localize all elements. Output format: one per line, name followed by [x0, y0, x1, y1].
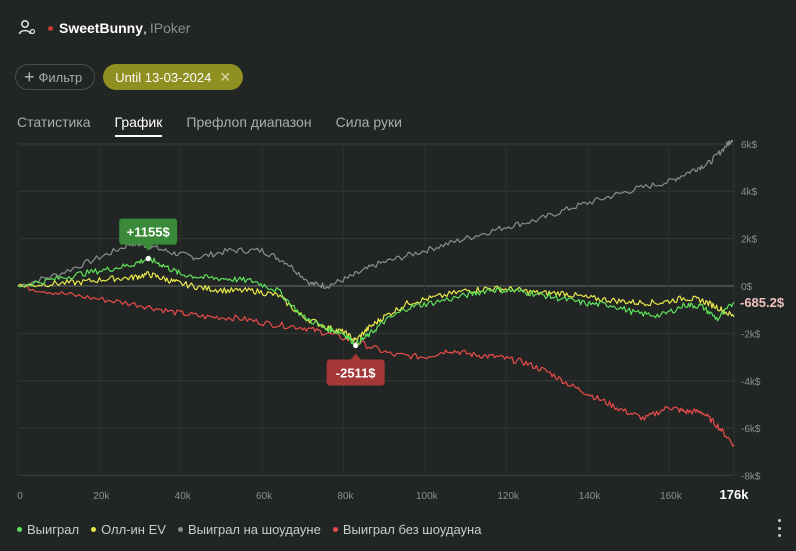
y-tick-label: 2k$ [741, 235, 758, 246]
series-line [17, 140, 734, 289]
annotation-pointer [350, 353, 361, 360]
y-tick-label: 4k$ [741, 187, 758, 198]
y-tick-label: 0$ [741, 282, 753, 293]
legend-label: Выиграл без шоудауна [342, 522, 482, 537]
tab-statistics[interactable]: Статистика [17, 114, 91, 130]
date-filter-label: Until 13-03-2024 [115, 69, 212, 85]
legend-dot [17, 527, 22, 532]
y-tick-label: -4k$ [741, 377, 761, 388]
legend-label: Выиграл [27, 522, 80, 537]
player-name[interactable]: SweetBunny [59, 20, 144, 36]
x-tick-label: 40k [175, 491, 192, 502]
tab-hand-strength[interactable]: Сила руки [335, 114, 402, 130]
tab-bar: Статистика График Префлоп диапазон Сила … [17, 114, 426, 137]
annotation-box [119, 218, 178, 245]
series-line [17, 284, 735, 447]
y-tick-label: -2k$ [741, 329, 761, 340]
x-tick-label: 20k [93, 491, 110, 502]
x-tick-label: 0 [17, 491, 23, 502]
legend-dot [177, 527, 183, 532]
x-tick-label: 80k [337, 491, 354, 502]
legend-label: Олл-ин EV [101, 522, 166, 537]
x-max-label: 176k [720, 487, 750, 502]
status-dot [48, 25, 53, 31]
tab-preflop-range[interactable]: Префлоп диапазон [186, 114, 312, 130]
annotation-label: +1155$ [127, 225, 171, 240]
add-filter-label: Фильтр [38, 69, 83, 85]
user-settings-icon[interactable] [18, 19, 36, 37]
x-tick-label: 100k [416, 491, 439, 502]
filter-bar: + Фильтр Until 13-03-2024 ✕ [15, 64, 244, 90]
x-tick-label: 140k [579, 491, 602, 502]
tab-graph[interactable]: График [114, 114, 163, 137]
chart-legend: Выиграл Олл-ин EV Выиграл на шоудауне Вы… [17, 522, 493, 537]
annotation-box [326, 359, 385, 386]
annotation-point [353, 342, 359, 349]
profit-chart[interactable]: 6k$ 4k$ 2k$ 0$ -2k$ -4k$ -6k$ -8k$ 0 20k 40k 60k 80k… [0, 140, 796, 510]
legend-dot [332, 527, 338, 532]
legend-dot [91, 527, 97, 532]
plus-icon: + [24, 67, 35, 87]
x-tick-label: 160k [660, 491, 683, 502]
legend-label: Выиграл на шоудауне [187, 522, 321, 537]
y-tick-label: 6k$ [741, 140, 758, 151]
annotation-label: -2511$ [336, 366, 377, 381]
more-options-icon[interactable] [776, 519, 782, 537]
poker-room: IPoker [149, 20, 191, 36]
close-icon[interactable]: ✕ [219, 68, 232, 85]
y-tick-label: -8k$ [741, 472, 761, 483]
add-filter-button[interactable]: + Фильтр [15, 64, 96, 90]
annotation-pointer [143, 244, 154, 251]
annotation-point [145, 256, 151, 262]
end-value-label: -685.2$ [740, 295, 785, 310]
legend-item-non-showdown[interactable]: Выиграл без шоудауна [332, 522, 482, 537]
series-line [17, 271, 735, 342]
header: SweetBunny, IPoker [18, 16, 190, 40]
x-tick-label: 60k [256, 491, 273, 502]
plot-frame [17, 144, 735, 476]
y-tick-label: -6k$ [741, 424, 761, 435]
x-tick-label: 120k [497, 491, 520, 502]
legend-item-showdown[interactable]: Выиграл на шоудауне [177, 522, 321, 537]
legend-item-allin-ev[interactable]: Олл-ин EV [91, 522, 166, 537]
series-line [17, 255, 735, 348]
date-filter-chip[interactable]: Until 13-03-2024 ✕ [103, 64, 244, 90]
legend-item-won[interactable]: Выиграл [17, 522, 79, 537]
